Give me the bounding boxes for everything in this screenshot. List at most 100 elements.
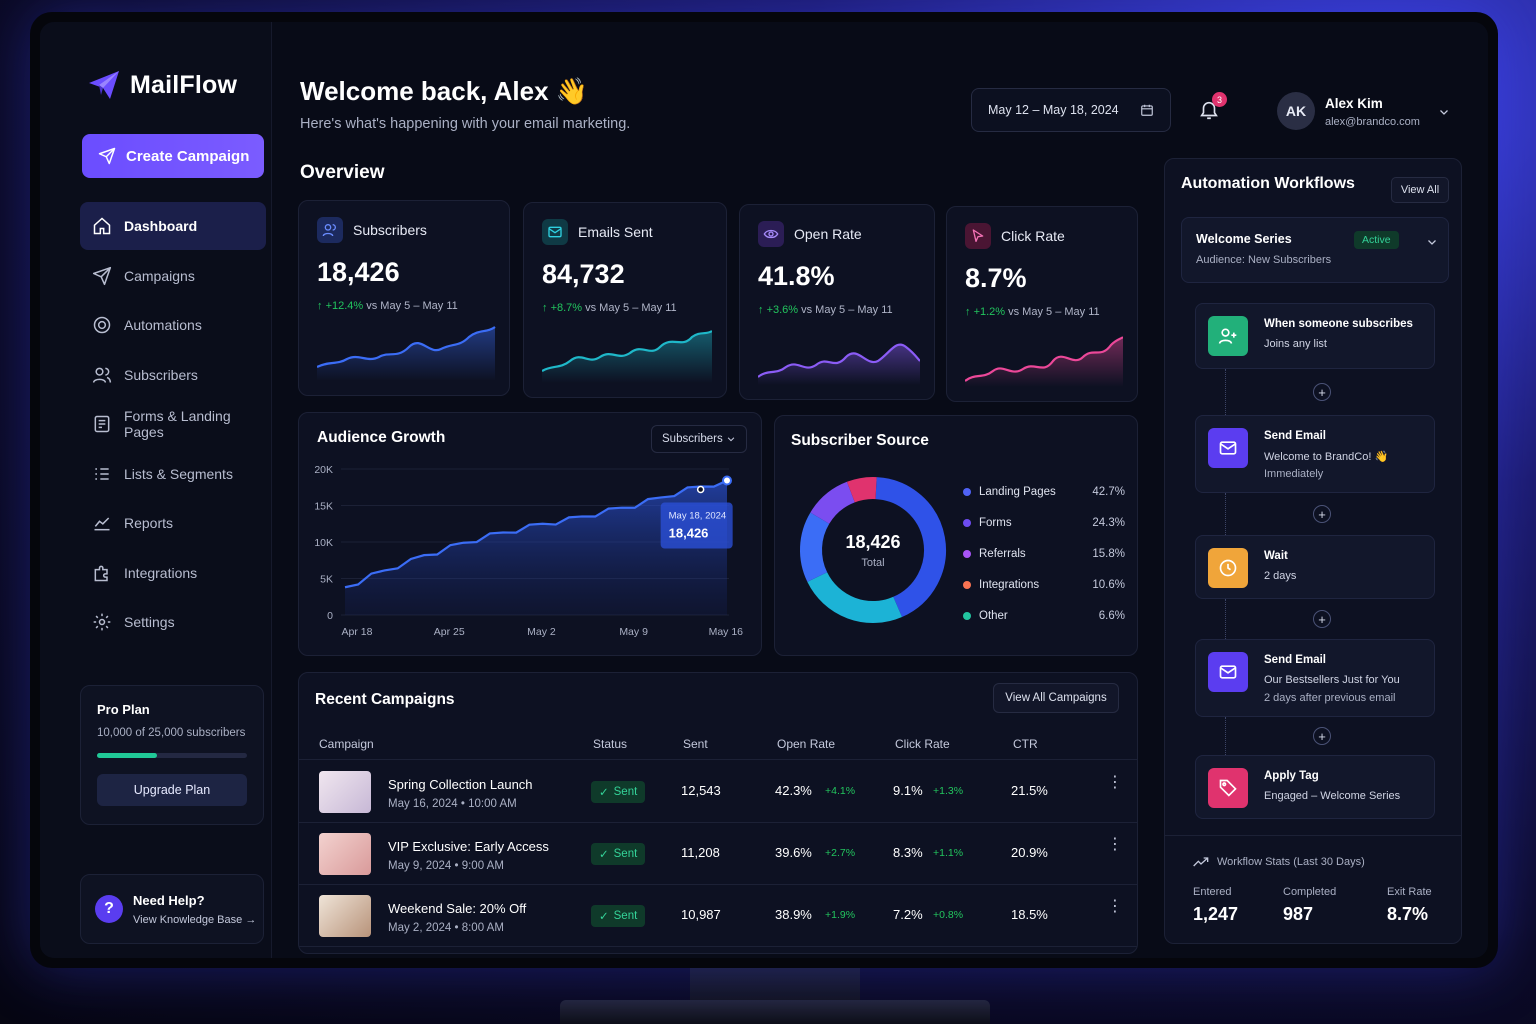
add-step-button[interactable]: + <box>1313 505 1331 523</box>
sidebar-item-reports[interactable]: Reports <box>80 499 266 547</box>
user-email: alex@brandco.com <box>1325 116 1420 128</box>
overview-title: Overview <box>300 162 385 183</box>
kpi-card-open-rate[interactable]: Open Rate 41.8% ↑ +3.6% vs May 5 – May 1… <box>739 204 935 400</box>
step-connector <box>1225 599 1226 639</box>
workflow-step[interactable]: Send Email Welcome to BrandCo! 👋 Immedia… <box>1195 415 1435 493</box>
step-title: Apply Tag <box>1264 770 1319 782</box>
check-icon: ✓ <box>599 911 609 923</box>
more-options-icon[interactable]: ⋮ <box>1107 836 1123 853</box>
chart-line-icon <box>94 517 110 531</box>
create-campaign-label: Create Campaign <box>126 147 250 165</box>
workflow-stats-title: Workflow Stats (Last 30 Days) <box>1193 856 1365 868</box>
help-card[interactable]: ? Need Help? View Knowledge Base → <box>80 874 264 944</box>
workflow-step[interactable]: Send Email Our Bestsellers Just for You … <box>1195 639 1435 717</box>
monitor: MailFlow Create Campaign Dashboard Campa… <box>30 12 1498 968</box>
view-all-campaigns-button[interactable]: View All Campaigns <box>993 683 1119 713</box>
add-step-button[interactable]: + <box>1313 383 1331 401</box>
workflow-step[interactable]: Apply Tag Engaged – Welcome Series <box>1195 755 1435 819</box>
users-icon <box>92 367 112 383</box>
table-row[interactable]: Spring Collection Launch May 16, 2024 • … <box>299 761 1137 823</box>
sidebar-item-label: Automations <box>124 317 202 333</box>
campaign-date: May 2, 2024 • 8:00 AM <box>388 922 504 934</box>
sidebar-item-campaigns[interactable]: Campaigns <box>80 252 266 300</box>
campaign-name[interactable]: Weekend Sale: 20% Off <box>388 901 527 916</box>
kpi-delta-up: ↑ +12.4% <box>317 300 364 312</box>
sidebar-item-settings[interactable]: Settings <box>80 598 266 646</box>
donut-slice[interactable] <box>846 477 877 503</box>
step-detail: Our Bestsellers Just for You <box>1264 674 1400 686</box>
sidebar-item-lists[interactable]: Lists & Segments <box>80 450 266 498</box>
workflow-selector[interactable]: Welcome Series Audience: New Subscribers… <box>1181 217 1449 283</box>
home-icon <box>93 217 111 235</box>
donut-slice[interactable] <box>807 571 903 623</box>
stat-completed-label: Completed <box>1283 886 1337 898</box>
column-header-open-rate[interactable]: Open Rate <box>777 737 836 751</box>
table-row[interactable]: VIP Exclusive: Early Access May 9, 2024 … <box>299 823 1137 885</box>
recent-campaigns-panel: Recent Campaigns View All Campaigns Camp… <box>298 672 1138 954</box>
user-name: Alex Kim <box>1325 96 1383 111</box>
stat-exit-rate-label: Exit Rate <box>1387 886 1432 898</box>
avatar[interactable]: AK <box>1277 92 1315 130</box>
knowledge-base-link[interactable]: View Knowledge Base → <box>133 913 257 926</box>
upgrade-plan-button[interactable]: Upgrade Plan <box>97 774 247 806</box>
column-header-sent[interactable]: Sent <box>683 737 708 751</box>
add-step-button[interactable]: + <box>1313 610 1331 628</box>
add-step-button[interactable]: + <box>1313 727 1331 745</box>
chart-tooltip <box>660 502 733 549</box>
sidebar-item-dashboard[interactable]: Dashboard <box>80 202 266 250</box>
campaign-thumbnail <box>319 833 371 875</box>
step-title: When someone subscribes <box>1264 318 1413 330</box>
ctr-value: 20.9% <box>1011 845 1048 860</box>
date-range-picker[interactable]: May 12 – May 18, 2024 <box>971 88 1171 132</box>
data-point-hover[interactable] <box>696 485 705 494</box>
sidebar-item-label: Settings <box>124 614 175 630</box>
sidebar-item-automations[interactable]: Automations <box>80 301 266 349</box>
column-header-campaign[interactable]: Campaign <box>319 737 374 751</box>
open-rate-delta: +1.9% <box>825 909 856 921</box>
x-tick-label: Apr 25 <box>434 626 465 638</box>
sidebar-item-subscribers[interactable]: Subscribers <box>80 351 266 399</box>
sidebar-item-integrations[interactable]: Integrations <box>80 549 266 597</box>
sidebar-item-label: Lists & Segments <box>124 465 233 482</box>
table-row[interactable]: Weekend Sale: 20% Off May 2, 2024 • 8:00… <box>299 885 1137 947</box>
campaign-thumbnail <box>319 771 371 813</box>
data-point-latest[interactable] <box>722 475 732 486</box>
column-header-status[interactable]: Status <box>593 737 628 751</box>
puzzle-icon <box>94 565 108 581</box>
more-options-icon[interactable]: ⋮ <box>1107 898 1123 915</box>
status-badge: Active <box>1354 231 1399 249</box>
more-options-icon[interactable]: ⋮ <box>1107 774 1123 791</box>
campaign-name[interactable]: VIP Exclusive: Early Access <box>388 839 549 854</box>
view-all-workflows-button[interactable]: View All <box>1391 177 1449 203</box>
notifications-button[interactable]: 3 <box>1198 92 1227 127</box>
workflow-step[interactable]: Wait 2 days <box>1195 535 1435 599</box>
brand-logo[interactable]: MailFlow <box>88 70 237 100</box>
sidebar-item-label: Reports <box>124 515 174 531</box>
metric-select[interactable]: Subscribers <box>651 425 747 453</box>
kpi-label: Open Rate <box>794 226 862 242</box>
create-campaign-button[interactable]: Create Campaign <box>82 134 264 178</box>
kpi-delta: ↑ +12.4% vs May 5 – May 11 <box>317 300 458 312</box>
donut-slice[interactable] <box>810 481 856 525</box>
donut-slice[interactable] <box>800 512 830 582</box>
sidebar-item-forms[interactable]: Forms & Landing Pages <box>80 400 266 448</box>
column-header-ctr[interactable]: CTR <box>1013 737 1038 751</box>
kpi-card-click-rate[interactable]: Click Rate 8.7% ↑ +1.2% vs May 5 – May 1… <box>946 206 1138 402</box>
chevron-down-icon <box>1428 240 1436 245</box>
legend-dot <box>963 612 971 621</box>
sparkline-emails-sent <box>542 330 712 383</box>
donut-slice[interactable] <box>875 477 946 617</box>
chevron-down-icon[interactable] <box>1438 106 1450 118</box>
audience-growth-chart: 0 5K 10K 15K 20K Apr 18 Apr 25 May 2 May 9 May 16… <box>314 464 743 638</box>
kpi-card-subscribers[interactable]: Subscribers 18,426 ↑ +12.4% vs May 5 – M… <box>298 200 510 396</box>
chevron-down-icon <box>727 437 735 442</box>
sidebar-item-label: Campaigns <box>124 267 195 284</box>
workflow-step[interactable]: When someone subscribes Joins any list <box>1195 303 1435 369</box>
click-rate-delta: +0.8% <box>933 909 964 921</box>
plan-usage-fill <box>97 753 157 758</box>
kpi-card-emails-sent[interactable]: Emails Sent 84,732 ↑ +8.7% vs May 5 – Ma… <box>523 202 727 398</box>
mail-icon <box>1208 428 1248 468</box>
campaign-name[interactable]: Spring Collection Launch <box>388 777 533 792</box>
legend-percent: 15.8% <box>1092 547 1125 560</box>
column-header-click-rate[interactable]: Click Rate <box>895 737 950 751</box>
